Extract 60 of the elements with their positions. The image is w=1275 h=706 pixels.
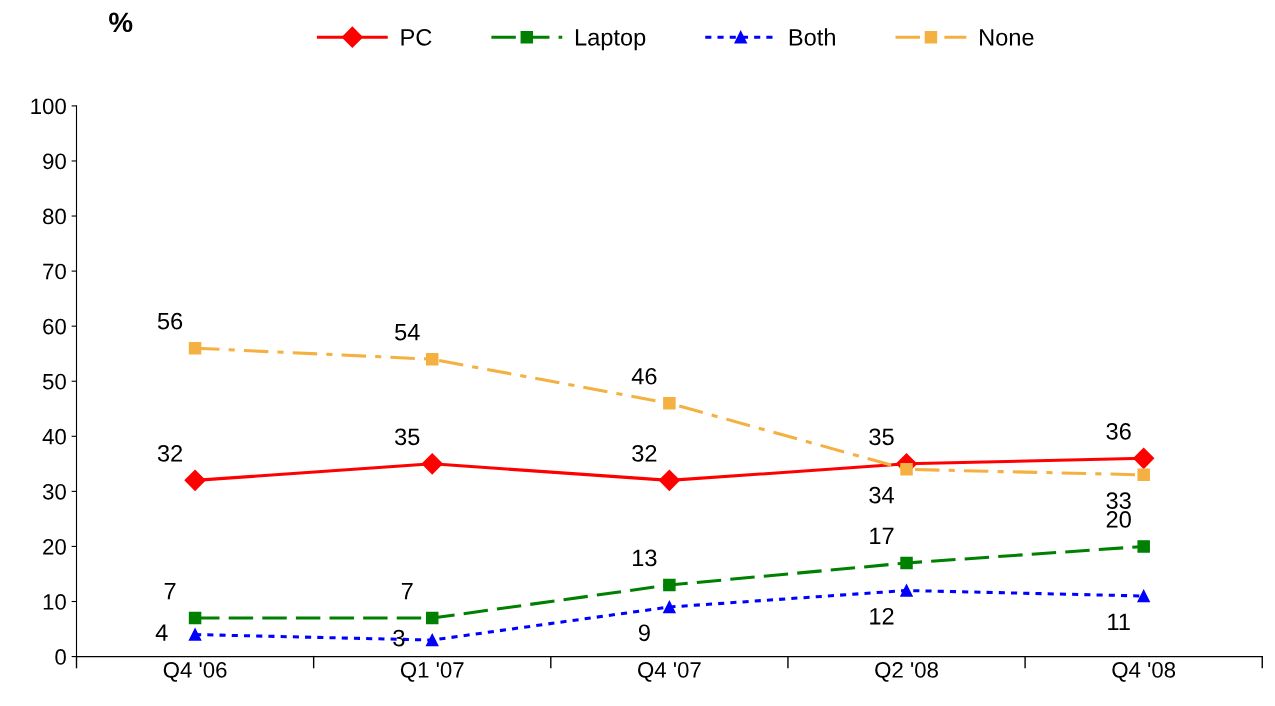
data-label: 11 bbox=[1108, 613, 1130, 630]
point bbox=[1133, 447, 1155, 469]
y-tick-label: 80 bbox=[43, 208, 66, 225]
y-tick-label: 30 bbox=[42, 483, 66, 500]
y-tick-label: 70 bbox=[43, 263, 66, 280]
y-tick-label: 0 bbox=[55, 649, 66, 665]
point bbox=[663, 397, 676, 410]
point bbox=[663, 578, 676, 592]
legend-label: PC bbox=[401, 28, 432, 46]
data-label: 7 bbox=[401, 582, 413, 600]
data-label: 17 bbox=[870, 527, 894, 545]
point bbox=[188, 341, 202, 355]
data-label: 12 bbox=[870, 607, 894, 625]
data-label: 7 bbox=[164, 582, 176, 600]
y-tick-label: 100 bbox=[31, 98, 66, 115]
y-tick-label: 20 bbox=[43, 538, 66, 555]
data-label: 36 bbox=[1106, 422, 1131, 440]
x-tick-label: Q1 '07 bbox=[400, 662, 464, 682]
point bbox=[188, 611, 202, 625]
data-label: 9 bbox=[638, 624, 650, 642]
y-tick-label: 10 bbox=[43, 594, 66, 610]
data-label: 20 bbox=[1106, 511, 1131, 528]
data-label: 34 bbox=[869, 486, 894, 504]
x-tick-label: Q4 '08 bbox=[1112, 662, 1176, 682]
y-tick-label: 90 bbox=[43, 153, 66, 170]
data-label: 35 bbox=[395, 428, 420, 446]
data-label: 54 bbox=[395, 324, 420, 341]
data-label: 56 bbox=[157, 312, 183, 330]
point bbox=[425, 352, 439, 366]
data-label: 46 bbox=[631, 367, 657, 385]
y-tick-label: 60 bbox=[43, 318, 66, 335]
point bbox=[1137, 540, 1150, 553]
point bbox=[1137, 468, 1150, 482]
x-tick-label: Q4 '07 bbox=[638, 662, 701, 682]
point bbox=[425, 633, 439, 647]
point bbox=[900, 556, 913, 570]
point bbox=[663, 600, 676, 614]
data-label: 32 bbox=[632, 444, 657, 462]
point bbox=[184, 469, 206, 491]
legend-label: Laptop bbox=[575, 29, 646, 51]
legend-label: None bbox=[980, 29, 1034, 46]
point bbox=[900, 463, 913, 476]
x-tick-label: Q2 '08 bbox=[875, 662, 938, 682]
data-label: 33 bbox=[1106, 492, 1131, 509]
y-tick-label: 40 bbox=[42, 428, 66, 445]
point bbox=[900, 584, 913, 597]
data-label: 35 bbox=[869, 428, 894, 446]
data-label: 3 bbox=[393, 629, 405, 647]
data-label: 4 bbox=[155, 624, 168, 641]
point bbox=[188, 628, 202, 641]
y-tick-label: 50 bbox=[42, 373, 66, 390]
point bbox=[421, 453, 443, 475]
data-label: 32 bbox=[157, 444, 183, 462]
point bbox=[658, 469, 680, 491]
point bbox=[425, 611, 439, 625]
y-axis-title: % bbox=[109, 12, 133, 33]
point bbox=[1137, 589, 1150, 603]
data-label: 13 bbox=[633, 549, 657, 567]
legend-label: Both bbox=[789, 28, 835, 46]
x-tick-label: Q4 '06 bbox=[163, 662, 227, 682]
